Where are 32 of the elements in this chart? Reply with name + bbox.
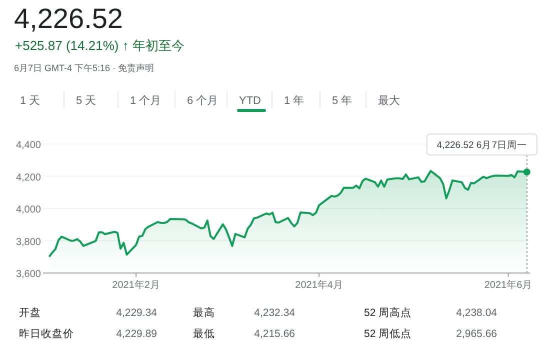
text: 4,215.66	[254, 328, 296, 340]
text: 开盘	[19, 307, 41, 319]
text: YTD	[239, 95, 262, 107]
x-tick-label: 2021年6月	[484, 279, 532, 291]
text: 昨日收盘价	[19, 328, 74, 340]
y-tick-label: 4,400	[16, 140, 42, 151]
text: 2,965.66	[456, 328, 498, 340]
y-tick-label: 4,000	[16, 204, 42, 216]
text: 1 年	[284, 95, 304, 107]
y-tick-label: 4,200	[16, 172, 42, 184]
text: 最低	[193, 328, 215, 340]
y-tick-label: 3,800	[16, 236, 42, 248]
text: 4,229.34	[116, 307, 158, 319]
text: 最高	[193, 306, 215, 319]
x-tick-label: 2021年2月	[112, 279, 160, 291]
text: 5 天	[76, 95, 96, 107]
chart-title: 4,226.52	[14, 3, 123, 34]
text: 4,238.04	[456, 307, 498, 319]
chart-subtitle: +525.87 (14.21%) ↑ 年初至今	[15, 38, 184, 53]
text: 6月7日 GMT-4 下午5:16 · 免责声明	[14, 63, 154, 73]
annotation: 4,226.52 6月7日周一	[436, 140, 527, 151]
x-tick-label: 2021年4月	[295, 279, 343, 291]
text: 1 天	[20, 95, 40, 107]
text: 4,229.89	[116, 328, 158, 340]
y-tick-label: 3,600	[16, 269, 42, 280]
text: 4,232.34	[254, 307, 296, 319]
text: 5 年	[332, 95, 352, 107]
text: 1 个月	[130, 95, 162, 107]
text: 6 个月	[187, 95, 218, 107]
text: 52 周低点	[364, 327, 412, 340]
text: 最大	[378, 94, 400, 107]
text: 52 周高点	[364, 306, 412, 319]
